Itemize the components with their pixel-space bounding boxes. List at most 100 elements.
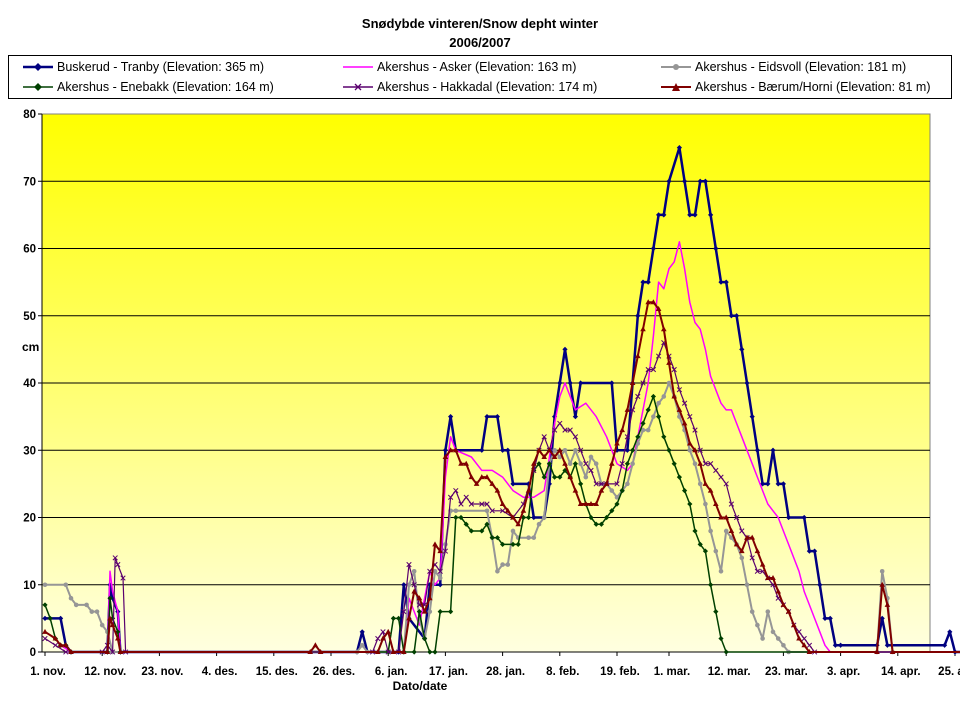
data-point (598, 481, 605, 487)
data-point (640, 326, 646, 332)
data-point (723, 514, 729, 520)
data-point (63, 642, 69, 648)
data-point (682, 488, 688, 494)
data-point (598, 487, 605, 493)
data-point (89, 609, 95, 614)
data-point (427, 649, 433, 655)
data-point (723, 279, 729, 285)
data-point (541, 453, 547, 459)
data-point (42, 582, 48, 588)
data-point (609, 488, 615, 493)
data-point (681, 420, 688, 426)
x-tick-label: 25. apr. (938, 666, 960, 678)
data-point (505, 447, 511, 453)
chart-subtitle: 2006/2007 (449, 35, 511, 50)
data-point (713, 548, 719, 554)
data-point (578, 481, 584, 487)
data-point (723, 481, 729, 487)
data-point (707, 461, 714, 467)
data-point (557, 420, 563, 427)
data-point (541, 434, 547, 440)
data-point (406, 615, 412, 621)
series-5 (42, 339, 960, 655)
data-point (614, 501, 620, 507)
data-point (63, 649, 69, 655)
legend-swatch-line-icon (343, 66, 373, 68)
data-point (551, 427, 558, 433)
data-point (676, 145, 682, 151)
data-point (645, 407, 651, 413)
data-point (739, 528, 745, 534)
data-point (385, 628, 391, 634)
data-point (572, 434, 579, 440)
data-point (781, 642, 786, 648)
data-point (817, 582, 823, 588)
data-point (52, 642, 59, 648)
data-point (437, 575, 443, 581)
data-point (505, 562, 511, 567)
data-point (661, 212, 667, 218)
data-point (68, 649, 74, 654)
data-point (505, 507, 511, 513)
data-point (416, 609, 422, 615)
data-point (624, 447, 630, 453)
data-point (708, 582, 714, 588)
data-point (453, 487, 459, 494)
data-point (489, 508, 495, 514)
data-point (572, 414, 578, 420)
data-point (635, 313, 641, 319)
data-point (791, 622, 797, 628)
data-point (453, 447, 459, 453)
data-point (702, 548, 708, 554)
data-point (625, 481, 630, 487)
data-point (458, 514, 464, 521)
data-point (500, 541, 506, 547)
data-point (666, 178, 672, 184)
data-point (754, 568, 761, 574)
data-point (588, 514, 594, 521)
data-point (889, 649, 896, 654)
data-point (401, 582, 407, 588)
data-point (401, 608, 407, 615)
data-point (697, 541, 703, 547)
data-point (463, 460, 469, 466)
data-point (650, 299, 657, 305)
x-tick-label: 23. nov. (141, 666, 183, 678)
data-point (744, 582, 750, 588)
data-point (822, 615, 828, 621)
data-point (645, 299, 651, 305)
x-tick-label: 6. jan. (375, 666, 408, 678)
data-point (770, 447, 776, 453)
y-axis: 0 10 20 30 40 50 60 70 80 (23, 109, 43, 659)
data-point (645, 279, 651, 285)
data-point (390, 649, 397, 654)
data-point (567, 380, 573, 386)
x-tick-label: 4. des. (202, 666, 238, 678)
data-point (531, 460, 537, 466)
data-point (453, 508, 459, 514)
data-point (593, 481, 599, 487)
data-point (619, 488, 625, 494)
data-point (702, 178, 708, 184)
data-point (536, 521, 542, 527)
data-point (437, 609, 443, 615)
data-point (947, 629, 953, 635)
data-point (609, 380, 615, 386)
data-point (562, 346, 568, 352)
data-point (375, 649, 381, 654)
data-point (697, 481, 703, 487)
data-point (448, 609, 454, 615)
data-point (312, 642, 319, 648)
data-point (775, 636, 781, 641)
legend-label: Akershus - Hakkadal (Elevation: 174 m) (377, 80, 598, 94)
data-point (510, 481, 516, 487)
data-point (68, 595, 74, 601)
data-point (115, 635, 121, 641)
data-point (635, 441, 641, 446)
data-point (583, 461, 589, 467)
data-point (645, 366, 651, 373)
data-point (107, 595, 113, 601)
data-point (629, 407, 636, 413)
data-point (107, 615, 113, 621)
data-point (432, 541, 438, 547)
